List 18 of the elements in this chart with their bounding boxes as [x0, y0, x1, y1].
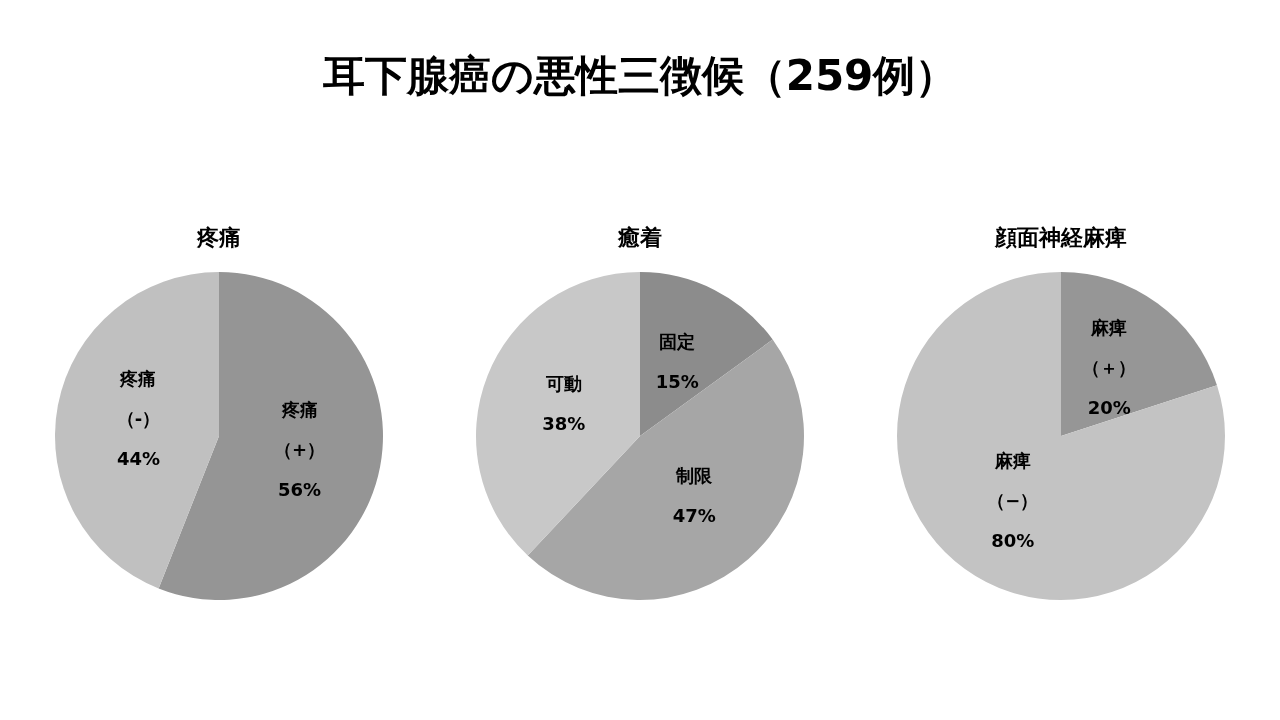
data-label: 38% — [542, 413, 586, 435]
slice-label: 制限 — [675, 465, 714, 487]
slice-label: 可動 — [544, 373, 582, 395]
chart-title: 顔面神経麻痺 — [995, 224, 1128, 252]
slice-label: 疼痛（-） — [116, 368, 160, 430]
slice-label: 疼痛（+） — [273, 399, 325, 461]
data-label: 56% — [277, 479, 321, 501]
chart-title: 疼痛 — [196, 224, 241, 252]
text: 耳下腺癌の悪性三徴候（259例） — [321, 50, 959, 102]
data-label: 15% — [655, 370, 699, 392]
slice-label: 固定 — [659, 330, 696, 352]
data-label: 47% — [672, 505, 716, 527]
slice-label: 麻痺（＋） — [1082, 317, 1137, 379]
slice-label: 麻痺（−） — [987, 450, 1039, 512]
chart-title: 癒着 — [617, 224, 662, 252]
data-label: 44% — [116, 448, 160, 470]
data-label: 20% — [1087, 397, 1132, 419]
data-label: 80% — [991, 530, 1035, 552]
